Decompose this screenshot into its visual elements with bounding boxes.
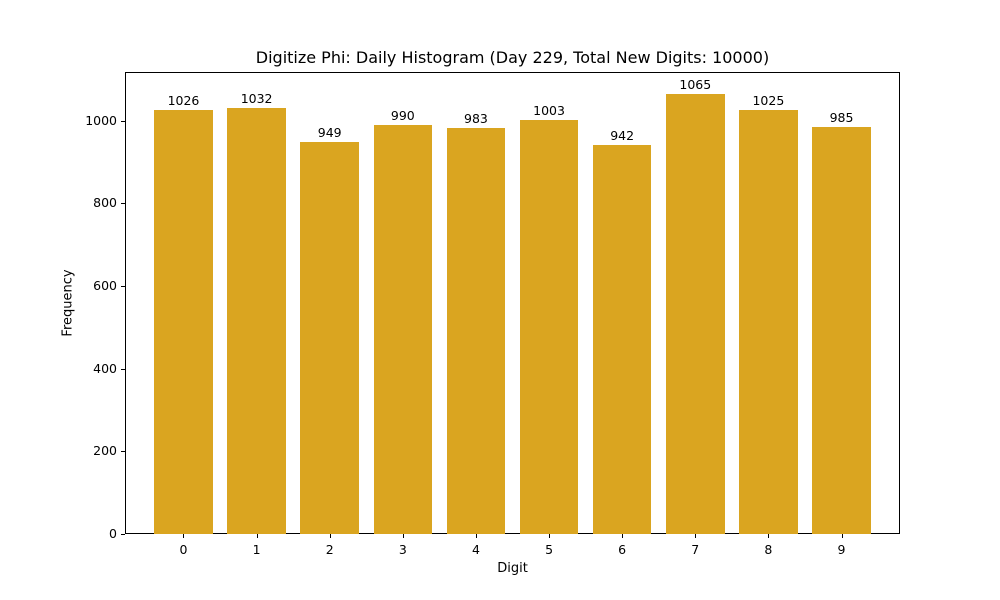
x-tick-label: 0 — [179, 542, 188, 557]
x-tick — [768, 534, 770, 538]
bar-digit-7 — [666, 93, 725, 534]
bar-digit-9 — [812, 126, 871, 534]
y-tick — [121, 286, 125, 288]
y-tick-label: 1000 — [85, 112, 117, 128]
chart-title: Digitize Phi: Daily Histogram (Day 229, … — [255, 48, 770, 67]
plot-area — [125, 72, 900, 534]
x-tick-label: 2 — [325, 542, 334, 557]
bar-digit-5 — [519, 119, 579, 534]
bar-digit-0 — [154, 110, 213, 534]
bar-value-label: 949 — [317, 124, 342, 140]
x-tick-label: 3 — [398, 542, 407, 557]
x-tick — [329, 534, 331, 538]
bar-value-label: 1003 — [533, 102, 565, 118]
bar-value-label: 1025 — [752, 93, 785, 109]
y-tick — [121, 534, 125, 535]
x-tick-label: 6 — [618, 542, 627, 557]
y-tick-label: 200 — [93, 443, 117, 459]
x-tick — [183, 534, 185, 538]
bar-digit-1 — [227, 107, 286, 534]
bar-value-label: 1065 — [679, 76, 712, 92]
x-tick-label: 4 — [471, 542, 480, 557]
x-tick-label: 7 — [691, 542, 700, 557]
y-tick-label: 400 — [93, 360, 117, 376]
y-tick — [121, 368, 125, 370]
y-tick — [121, 120, 125, 122]
x-tick — [695, 534, 697, 538]
y-tick-label: 0 — [109, 526, 117, 541]
bar-digit-2 — [300, 141, 359, 534]
x-tick — [622, 534, 624, 538]
bar-digit-6 — [592, 144, 652, 534]
bar-value-label: 1032 — [240, 90, 273, 106]
bar-digit-3 — [373, 124, 433, 534]
bar-digit-8 — [739, 110, 798, 534]
x-tick-label: 8 — [764, 542, 773, 557]
y-tick — [121, 203, 125, 205]
y-tick — [121, 451, 125, 453]
bar-value-label: 985 — [829, 109, 854, 125]
bar-value-label: 942 — [610, 127, 635, 143]
x-tick — [402, 534, 404, 538]
x-tick — [841, 534, 843, 538]
y-tick-label: 800 — [93, 195, 117, 211]
x-tick — [475, 534, 477, 538]
x-tick-label: 9 — [837, 542, 846, 557]
bar-digit-4 — [446, 127, 506, 534]
x-tick — [549, 534, 551, 538]
bar-value-label: 990 — [390, 107, 415, 123]
x-tick — [256, 534, 258, 538]
bar-value-label: 983 — [464, 110, 488, 126]
x-tick-label: 1 — [252, 542, 261, 557]
bar-value-label: 1026 — [167, 93, 200, 109]
x-tick-label: 5 — [545, 542, 554, 557]
y-tick-label: 600 — [93, 278, 117, 294]
x-axis-label: Digit — [497, 561, 528, 576]
